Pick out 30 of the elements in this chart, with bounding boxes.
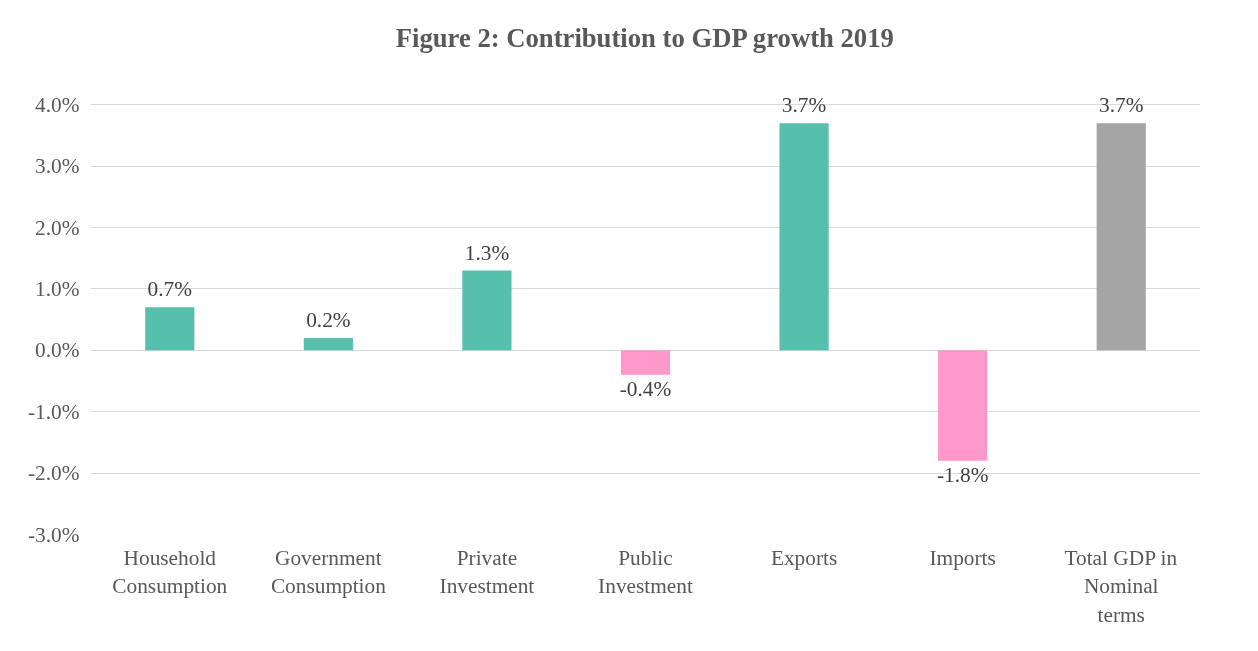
y-tick-label: 1.0% [35,276,80,301]
x-tick-label: Exports [770,545,838,570]
bar [620,350,671,375]
x-tick-label: Government Consumption [270,545,387,599]
bar [303,338,353,351]
data-label: 3.7% [781,93,827,118]
x-tick-label: Public Investment [598,545,693,599]
y-tick-label: 3.0% [35,154,80,179]
bar [779,123,829,351]
data-label: -1.8% [936,462,989,487]
y-tick-label: 4.0% [35,92,80,117]
x-tick-label: Imports [929,545,996,570]
y-tick-label: 0.0% [35,338,80,363]
bar [145,307,195,351]
y-tick-label: -1.0% [27,399,80,424]
bar [462,270,512,351]
y-tick-label: -2.0% [27,461,80,486]
data-label: -0.4% [619,376,672,401]
x-tick-label: Total GDP in Nominal terms [1064,545,1178,628]
chart-title: Figure 2: Contribution to GDP growth 2019 [395,22,894,53]
data-label: 3.7% [1099,93,1144,118]
y-tick-label: 2.0% [35,215,80,240]
x-tick-label: Private Investment [439,545,535,599]
y-tick-label: -3.0% [27,522,80,547]
bar [938,350,988,461]
bar [1096,123,1146,351]
data-label: 0.7% [147,277,193,302]
x-tick-label: Household Consumption [112,545,228,599]
data-label: 0.2% [306,308,351,333]
data-label: 1.3% [464,240,510,265]
